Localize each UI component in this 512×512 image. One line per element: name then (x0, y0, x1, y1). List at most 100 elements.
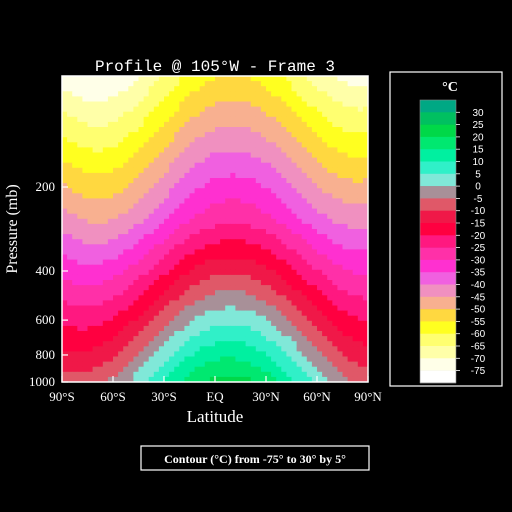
contour-cell (179, 91, 185, 97)
contour-cell (291, 239, 297, 245)
contour-cell (72, 91, 78, 97)
contour-cell (199, 325, 206, 332)
contour-cell (128, 264, 134, 271)
contour-cell (220, 336, 226, 342)
contour-cell (189, 188, 195, 194)
contour-cell (87, 280, 93, 286)
contour-cell (92, 81, 99, 87)
contour-cell (204, 310, 211, 317)
contour-cell (199, 351, 206, 357)
contour-cell (92, 101, 99, 107)
contour-cell (102, 101, 109, 107)
contour-cell (342, 290, 348, 296)
contour-cell (107, 96, 114, 102)
contour-cell (235, 325, 241, 332)
contour-cell (189, 116, 195, 123)
contour-cell (357, 162, 364, 169)
colorbar-label: 15 (472, 145, 484, 156)
contour-cell (169, 96, 175, 102)
contour-cell (296, 290, 303, 296)
contour-cell (306, 356, 313, 362)
contour-cell (215, 331, 221, 337)
contour-cell (62, 101, 68, 107)
contour-cell (230, 356, 236, 362)
contour-cell (306, 142, 313, 148)
contour-cell (113, 198, 119, 204)
contour-cell (296, 193, 303, 199)
contour-cell (209, 76, 216, 82)
contour-cell (266, 76, 272, 82)
contour-cell (123, 178, 129, 184)
contour-cell (189, 295, 195, 301)
contour-cell (250, 116, 257, 123)
contour-cell (230, 127, 236, 133)
contour-cell (317, 218, 323, 225)
contour-cell (153, 234, 160, 240)
contour-cell (184, 157, 190, 164)
contour-cell (362, 121, 369, 128)
contour-cell (286, 96, 292, 102)
contour-cell (179, 341, 185, 347)
contour-cell (255, 254, 262, 260)
contour-cell (342, 167, 348, 174)
contour-cell (317, 331, 323, 337)
contour-cell (184, 213, 190, 220)
contour-cell (327, 346, 333, 352)
contour-cell (352, 111, 359, 118)
contour-cell (347, 290, 354, 296)
contour-cell (204, 234, 211, 240)
contour-cell (107, 310, 114, 317)
contour-cell (153, 295, 160, 301)
contour-cell (317, 361, 323, 368)
x-axis-label: Latitude (187, 407, 244, 426)
contour-cell (296, 127, 303, 133)
contour-cell (306, 346, 313, 352)
contour-cell (118, 127, 124, 133)
contour-cell (291, 234, 297, 240)
contour-cell (276, 269, 282, 276)
contour-cell (357, 331, 364, 337)
contour-cell (342, 356, 348, 362)
contour-cell (235, 162, 241, 169)
contour-cell (301, 132, 308, 138)
contour-cell (148, 188, 155, 194)
contour-cell (266, 198, 272, 204)
contour-cell (306, 274, 313, 281)
contour-cell (286, 295, 292, 301)
contour-cell (266, 376, 272, 383)
contour-cell (342, 320, 348, 327)
contour-cell (255, 356, 262, 362)
contour-cell (332, 366, 338, 373)
contour-cell (225, 178, 231, 184)
contour-cell (143, 86, 150, 92)
contour-cell (153, 269, 160, 276)
contour-cell (260, 208, 267, 215)
contour-cell (235, 346, 241, 352)
contour-cell (62, 172, 68, 179)
contour-cell (276, 239, 282, 245)
contour-cell (230, 249, 236, 255)
contour-cell (72, 76, 78, 82)
contour-cell (123, 101, 129, 107)
contour-cell (194, 300, 201, 306)
contour-cell (128, 167, 134, 174)
contour-cell (62, 218, 68, 225)
contour-cell (102, 351, 109, 357)
contour-cell (337, 295, 343, 301)
contour-cell (291, 285, 297, 291)
contour-cell (123, 269, 129, 276)
contour-cell (199, 116, 206, 123)
contour-cell (306, 86, 313, 92)
contour-cell (235, 376, 241, 383)
contour-cell (158, 310, 165, 317)
contour-cell (240, 106, 246, 113)
contour-cell (102, 366, 109, 373)
contour-cell (337, 234, 343, 240)
contour-cell (276, 264, 282, 271)
contour-cell (215, 81, 221, 87)
contour-cell (189, 152, 195, 158)
contour-cell (240, 208, 246, 215)
contour-cell (250, 280, 257, 286)
contour-cell (322, 127, 328, 133)
contour-cell (153, 147, 160, 153)
